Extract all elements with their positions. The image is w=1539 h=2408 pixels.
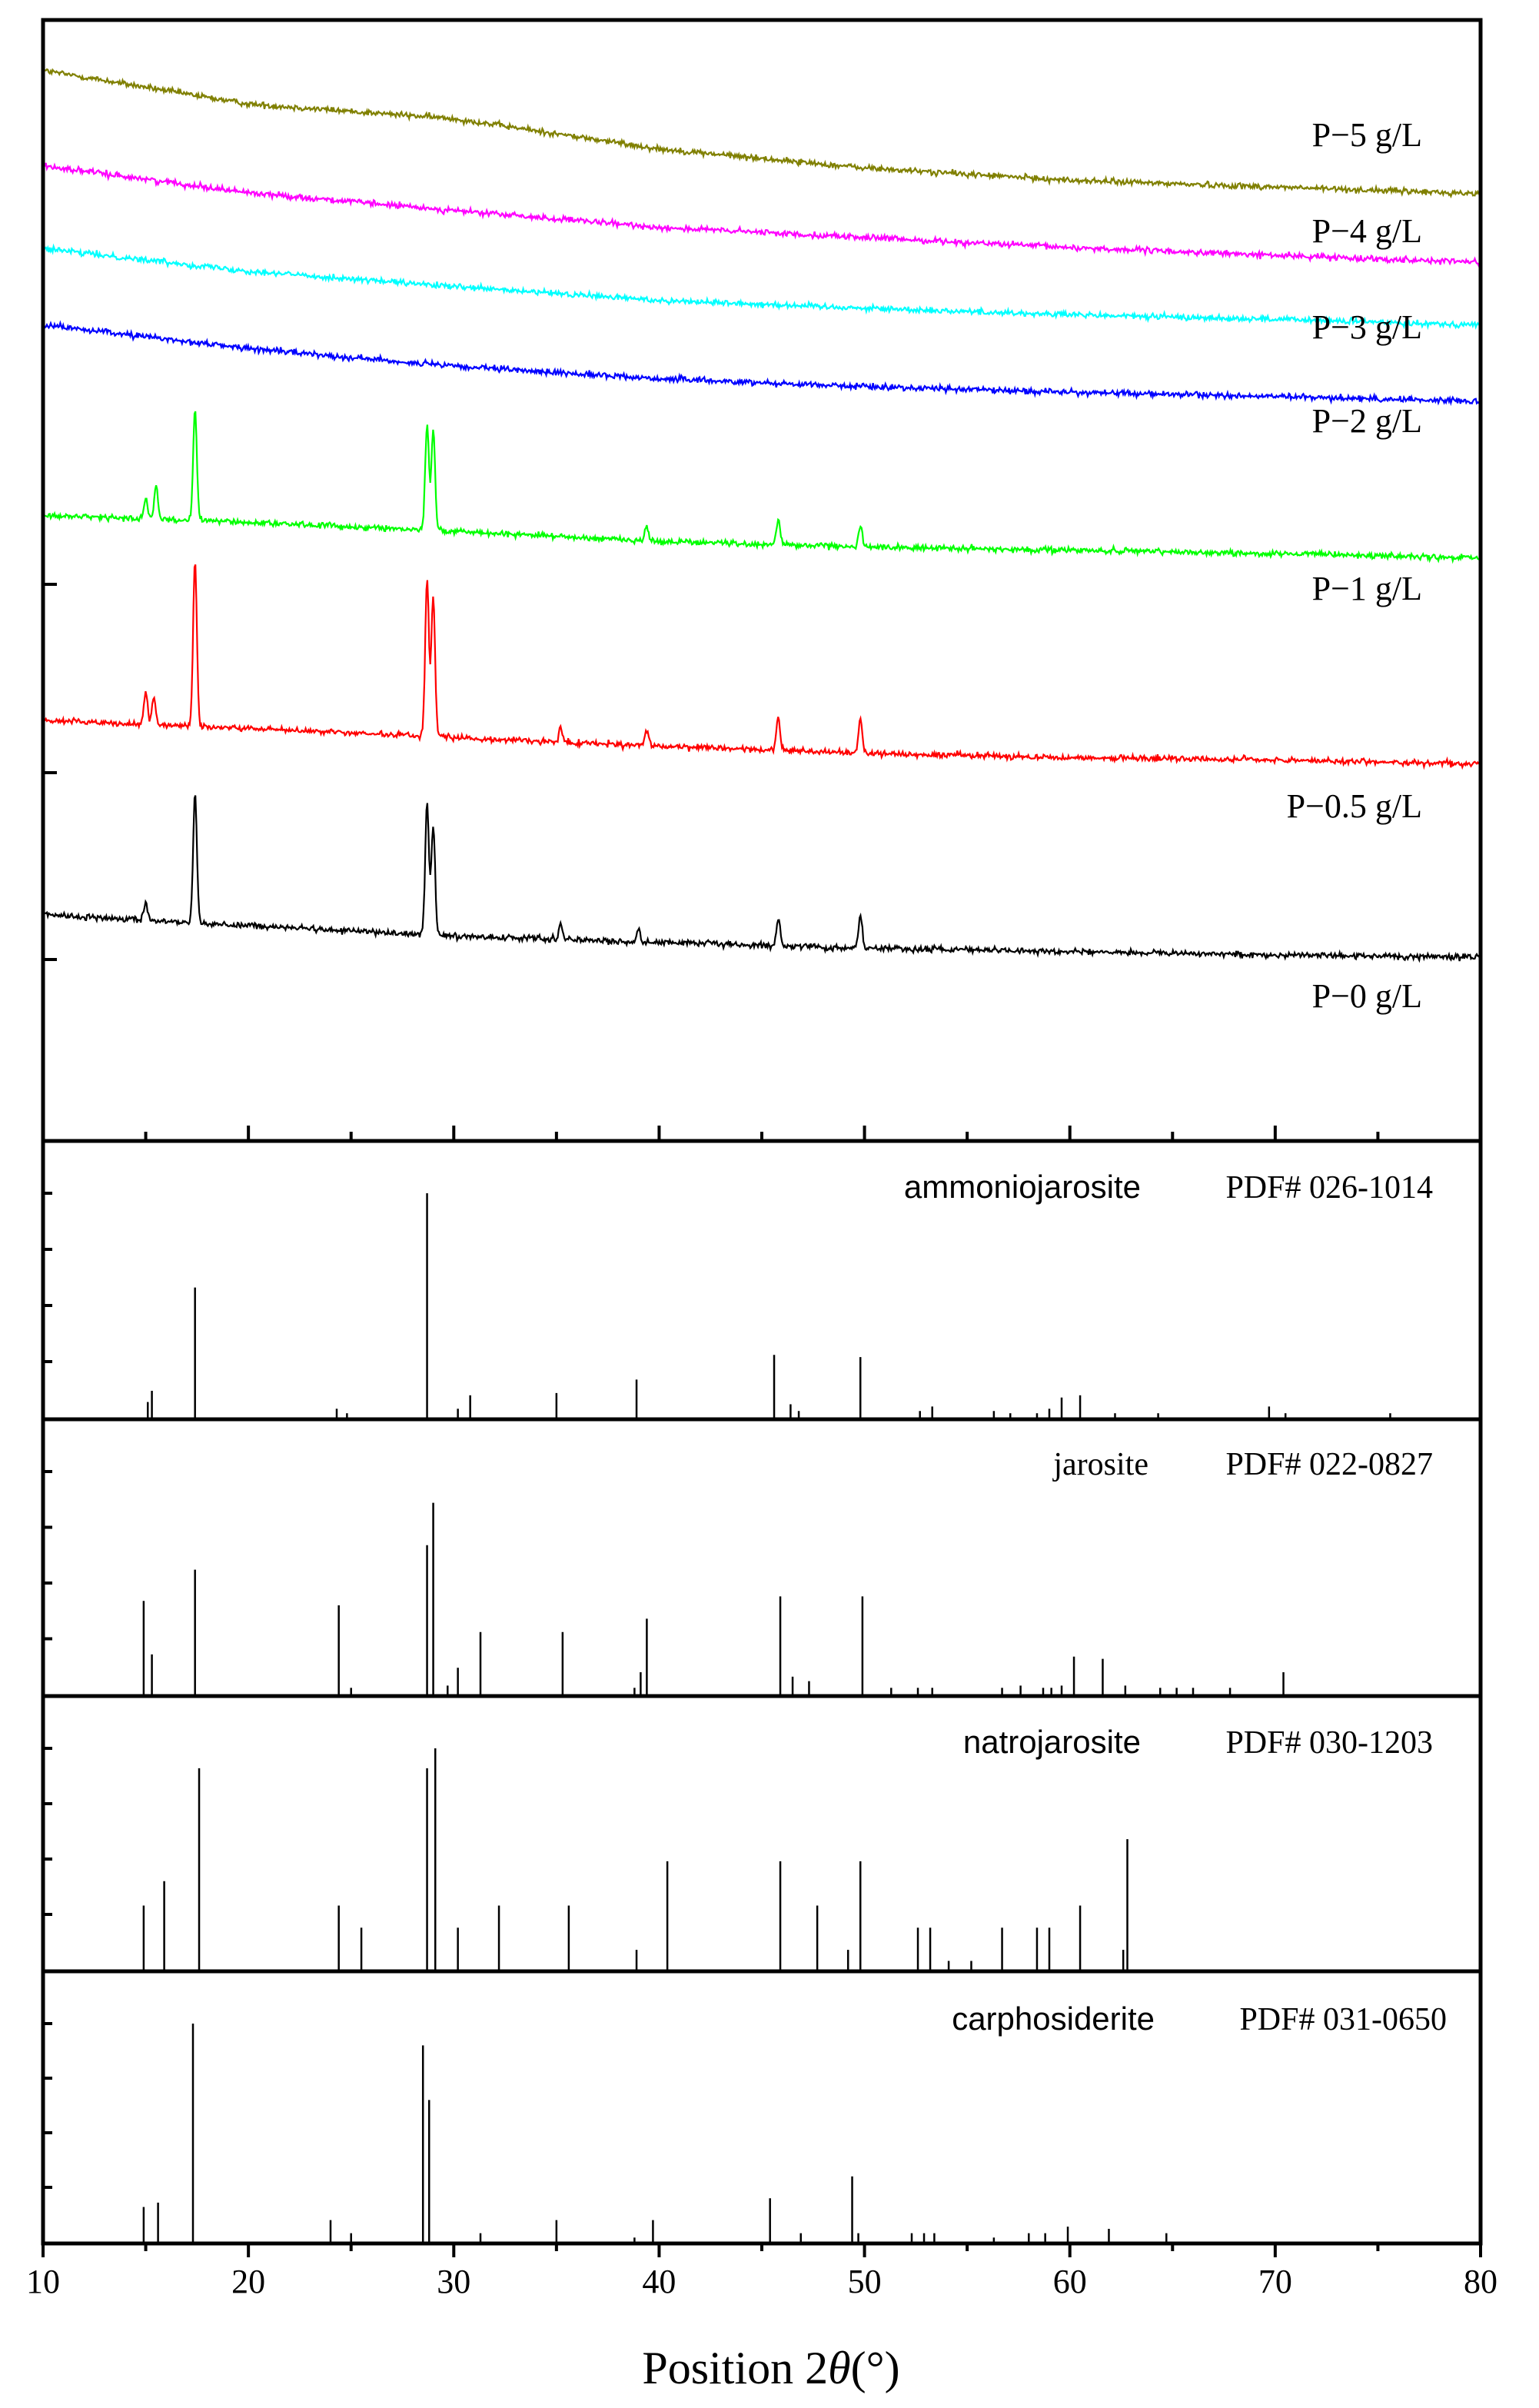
- x-axis-title: Position 2θ(°): [642, 2343, 899, 2393]
- pattern-label: P−0.5 g/L: [1287, 787, 1422, 825]
- pattern-label: P−4 g/L: [1312, 212, 1422, 250]
- x-tick-label: 60: [1053, 2263, 1087, 2300]
- reference-pdf-number: PDF# 030-1203: [1225, 1725, 1433, 1761]
- x-tick-label: 30: [437, 2263, 470, 2300]
- reference-name: ammoniojarosite: [904, 1169, 1141, 1205]
- pattern-labels: P−5 g/L P−4 g/L P−3 g/L P−2 g/L P−1 g/L P−0.5…: [1287, 116, 1422, 1015]
- reference-pdf-number: PDF# 031-0650: [1239, 2002, 1447, 2037]
- reference-name: carphosiderite: [952, 2001, 1155, 2037]
- pattern-label: P−2 g/L: [1312, 402, 1422, 440]
- pattern-line: [42, 795, 1481, 963]
- x-axis: 10 20 30 40 50 60 70 80: [26, 2243, 1497, 2300]
- pattern-line: [42, 68, 1482, 199]
- pattern-traces: [42, 68, 1482, 963]
- reference-name: natrojarosite: [963, 1724, 1141, 1760]
- x-tick-label: 20: [231, 2263, 265, 2300]
- reference-panels: ammoniojarosite PDF# 026-1014 jarosite PDF#…: [43, 1169, 1447, 2242]
- reference-panel-carphosiderite: carphosiderite PDF# 031-0650: [43, 2001, 1447, 2242]
- pattern-line: [42, 320, 1482, 407]
- reference-name: jarosite: [1052, 1447, 1148, 1482]
- reference-panel-ammoniojarosite: ammoniojarosite PDF# 026-1014: [43, 1169, 1433, 1418]
- pattern-label: P−5 g/L: [1312, 116, 1422, 154]
- x-tick-label: 80: [1464, 2263, 1497, 2300]
- x-tick-label: 70: [1258, 2263, 1292, 2300]
- reference-pdf-number: PDF# 026-1014: [1225, 1170, 1433, 1206]
- pattern-label: P−3 g/L: [1312, 308, 1422, 346]
- pattern-line: [42, 411, 1482, 564]
- x-tick-label: 50: [848, 2263, 882, 2300]
- x-tick-label: 40: [642, 2263, 676, 2300]
- reference-panel-natrojarosite: natrojarosite PDF# 030-1203: [43, 1724, 1433, 1970]
- pattern-label: P−1 g/L: [1312, 570, 1422, 607]
- pattern-line: [42, 243, 1482, 331]
- patterns-y-ticks: [43, 583, 57, 961]
- x-tick-label: 10: [26, 2263, 60, 2300]
- pattern-label: P−0 g/L: [1312, 977, 1422, 1015]
- pattern-line: [42, 564, 1481, 770]
- pattern-line: [42, 162, 1481, 268]
- patterns-panel: P−5 g/L P−4 g/L P−3 g/L P−2 g/L P−1 g/L P−0.5…: [42, 68, 1482, 1141]
- reference-pdf-number: PDF# 022-0827: [1225, 1447, 1433, 1482]
